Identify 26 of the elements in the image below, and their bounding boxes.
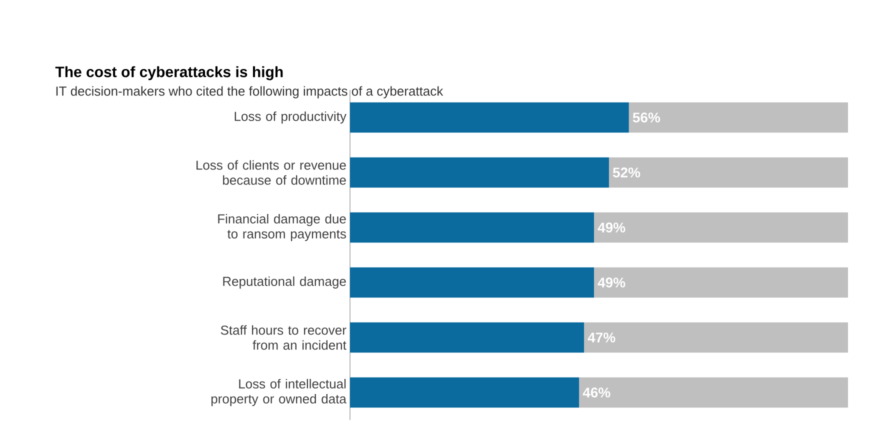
bar: [350, 102, 629, 133]
bar: [579, 377, 848, 408]
bar: [350, 322, 584, 353]
data-label: 49%: [598, 278, 626, 288]
data-label: 56%: [632, 112, 660, 122]
bar: [350, 267, 594, 298]
data-label: 46%: [582, 388, 610, 398]
bar: [594, 212, 848, 243]
y-tick-label: Financial damage due to ransom payments: [218, 214, 346, 242]
bar: [350, 157, 609, 188]
y-tick-label: Loss of intellectual property or owned data: [211, 378, 346, 406]
data-label: 49%: [598, 222, 626, 232]
y-tick-label: Loss of productivity: [234, 111, 346, 124]
y-tick-label: Staff hours to recover from an incident: [220, 325, 346, 350]
bar: [628, 102, 848, 133]
y-tick-label: Reputational damage: [223, 276, 346, 289]
bar: [594, 267, 848, 298]
data-label: 52%: [612, 168, 640, 178]
bar: [350, 212, 594, 243]
data-label: 47%: [588, 332, 616, 342]
text: The cost of cyberattacks is high: [55, 66, 283, 80]
chart-subtitle: IT decision-makers who cited the following impacts of a cyberattack: [56, 86, 444, 98]
y-tick-label: Loss of clients or revenue because of downtime: [196, 160, 346, 185]
bar: [350, 377, 580, 408]
bar: [608, 157, 848, 188]
bar: [584, 322, 848, 353]
